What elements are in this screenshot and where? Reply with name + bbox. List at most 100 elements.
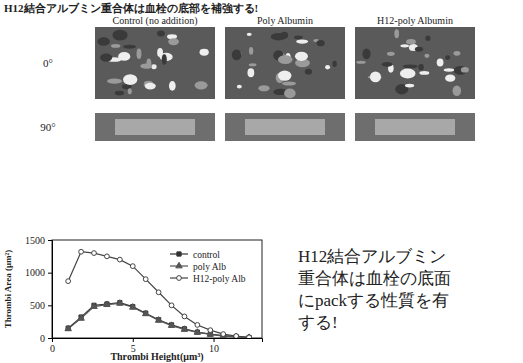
speckle	[332, 61, 336, 67]
speckle	[115, 91, 124, 96]
micrograph	[95, 27, 215, 141]
series-point	[66, 279, 71, 284]
speckle	[453, 51, 460, 56]
series-line	[68, 252, 249, 338]
series-point	[117, 300, 123, 306]
legend-label: control	[193, 250, 220, 260]
image-90deg	[95, 113, 215, 141]
speckle	[157, 31, 165, 37]
x-tick: 10	[209, 338, 219, 354]
speckle	[406, 39, 416, 44]
image-0deg	[355, 27, 475, 99]
speckle	[295, 52, 308, 61]
speckle	[400, 69, 416, 79]
y-tick: 0	[40, 333, 52, 344]
speckle	[394, 29, 399, 38]
micrograph	[225, 27, 345, 141]
row-label: 90°	[40, 121, 55, 133]
y-tick: 1500	[25, 235, 52, 246]
series-point	[156, 290, 161, 295]
series-point	[117, 257, 122, 262]
series-point	[65, 325, 71, 331]
speckle	[118, 52, 130, 61]
image-0deg	[95, 27, 215, 99]
speckle	[258, 85, 269, 91]
image-90deg-band	[115, 119, 195, 135]
speckle	[137, 48, 142, 58]
y-tick-mark	[48, 305, 52, 306]
series-point	[194, 329, 200, 335]
y-axis: 0 500 1000 1500	[25, 235, 53, 344]
speckle	[249, 47, 253, 55]
series-point	[142, 310, 148, 316]
speckle	[382, 62, 393, 67]
series-line	[68, 303, 249, 337]
speckle	[387, 52, 395, 56]
plot-frame	[52, 240, 262, 338]
series-point	[181, 326, 187, 332]
series-point	[208, 328, 213, 333]
speckle	[237, 85, 242, 89]
series-point	[233, 333, 239, 338]
series-point	[143, 277, 148, 282]
series-point	[195, 323, 200, 328]
legend-label: poly Alb	[193, 262, 226, 272]
speckle	[370, 72, 381, 83]
column-label: H12-poly Albumin	[377, 15, 453, 26]
series-point	[247, 335, 252, 338]
speckle	[145, 83, 156, 90]
series-point	[130, 264, 135, 269]
series-point	[247, 335, 251, 338]
plot-area	[65, 249, 252, 338]
speckle	[232, 49, 242, 60]
speckle	[162, 54, 167, 65]
speckle	[97, 37, 109, 46]
speckle	[200, 49, 209, 56]
speckle	[356, 61, 366, 64]
speckle	[112, 30, 127, 41]
series-point	[104, 301, 110, 307]
speckle	[128, 88, 132, 94]
speckle	[247, 68, 254, 77]
speckle	[418, 64, 423, 70]
speckle	[123, 74, 137, 85]
legend-marker	[176, 262, 182, 268]
annotation: にpackする性質を有	[298, 291, 449, 310]
legend-label: H12-poly Alb	[193, 274, 246, 284]
speckle	[107, 79, 122, 84]
column-label: Poly Albumin	[257, 15, 313, 26]
speckle	[296, 39, 308, 43]
y-tick-mark	[48, 338, 52, 339]
speckle	[100, 53, 112, 61]
y-tick: 1000	[25, 267, 52, 278]
legend: control poly Alb H12-poly Alb	[170, 250, 246, 284]
speckle	[405, 84, 414, 88]
speckle	[325, 65, 330, 69]
speckle	[445, 74, 455, 81]
image-90deg-band	[245, 119, 325, 135]
image-90deg-band	[375, 119, 455, 135]
x-axis-title: Thrombi Height(μm³)	[110, 351, 203, 363]
x-tick-label: 10	[209, 343, 219, 354]
y-axis-title: Thrombi Area (μm²)	[3, 250, 13, 328]
speckle	[278, 70, 291, 80]
series-point	[105, 254, 110, 259]
x-axis-line	[53, 339, 263, 343]
speckle	[123, 45, 136, 49]
figure: H12結合アルブミン重合体は血栓の底部を補強する!Control (no add…	[0, 0, 523, 363]
speckle	[249, 63, 257, 66]
speckle	[461, 67, 469, 73]
series-point	[130, 304, 136, 310]
y-tick-label: 500	[30, 300, 45, 311]
series-point	[155, 317, 161, 323]
speckle	[403, 64, 418, 68]
speckle	[317, 40, 325, 46]
series-point	[92, 251, 97, 256]
speckle	[294, 35, 303, 39]
y-tick-label: 0	[40, 333, 45, 344]
series-point	[91, 303, 97, 309]
speckle	[167, 34, 177, 39]
series-point	[79, 249, 84, 254]
series-point	[220, 332, 226, 338]
annotation: H12結合アルブミン	[298, 247, 446, 266]
